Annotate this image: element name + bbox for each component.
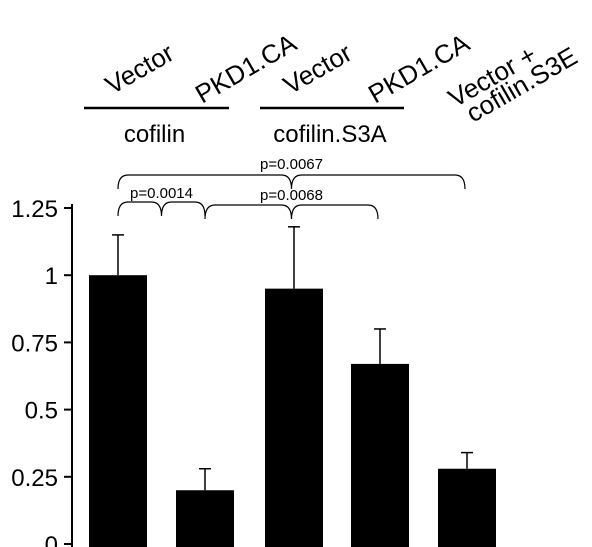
y-tick-label: 1.25 [11, 196, 58, 223]
significance-label: p=0.0068 [260, 187, 323, 204]
category-label-line: Vector [100, 37, 179, 100]
bar [176, 490, 234, 547]
category-label: Vector [100, 37, 179, 100]
y-tick-label: 1 [45, 263, 58, 290]
category-label-line: PKD1.CA [190, 27, 302, 109]
significance-label: p=0.0067 [260, 156, 323, 173]
category-label: PKD1.CA [190, 27, 302, 109]
group-label: cofilin [124, 121, 185, 148]
significance-bracket [117, 174, 466, 190]
bar [265, 288, 323, 547]
y-tick-label: 0 [45, 532, 58, 547]
significance-bracket [117, 201, 206, 217]
bar [438, 468, 496, 547]
bar-layer [89, 226, 496, 547]
y-tick-label: 0.5 [25, 398, 58, 425]
significance-label: p=0.0014 [130, 185, 193, 202]
y-tick-label: 0.25 [11, 465, 58, 492]
y-tick-label: 0.75 [11, 330, 58, 357]
group-label: cofilin.S3A [273, 121, 386, 148]
bar [351, 363, 409, 547]
significance-layer: p=0.0014 p=0.0068 p=0.0067 [117, 156, 466, 220]
significance-bracket [204, 204, 379, 220]
axis-layer: 0 0.25 0.5 0.75 1 1.25 [11, 196, 73, 547]
bar [89, 275, 147, 547]
